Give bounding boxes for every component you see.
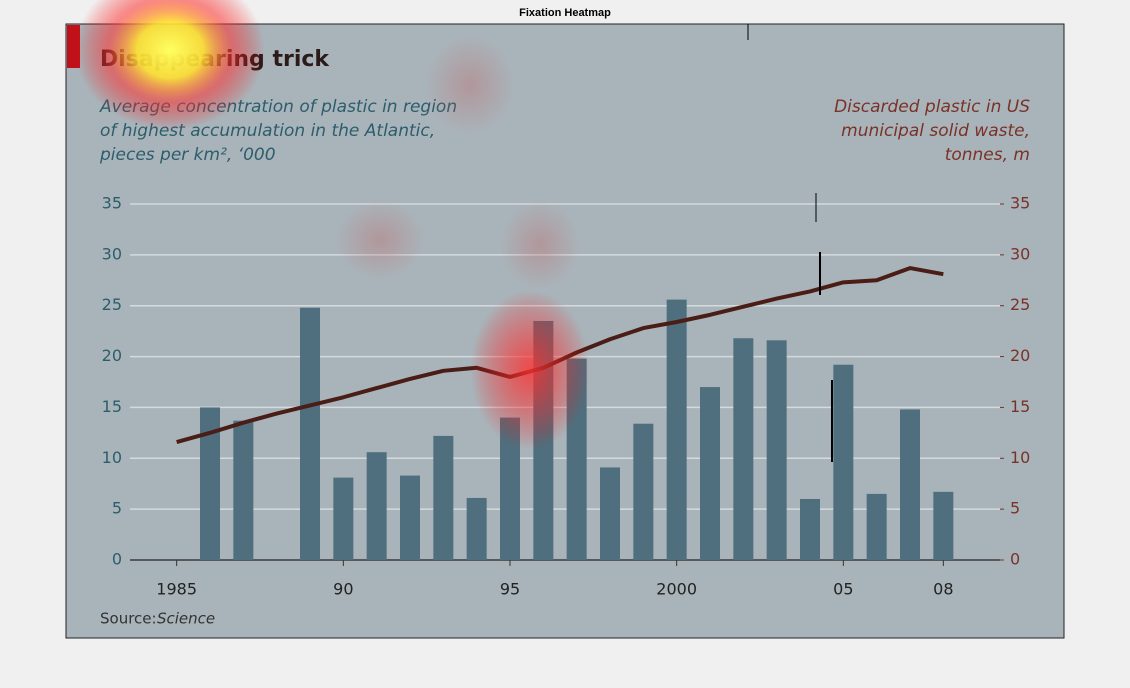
y2-axis-label: tonnes, m: [945, 145, 1030, 165]
fixation-hotspot: [470, 290, 590, 450]
fixation-spot: [500, 200, 580, 290]
y-tick-label: 15: [102, 397, 122, 416]
x-tick-label: 08: [933, 580, 953, 599]
fixation-spot: [425, 35, 515, 135]
bar: [933, 491, 954, 560]
x-tick-label: 95: [500, 580, 520, 599]
bar: [666, 299, 687, 560]
y2-tick-label: 15: [1010, 397, 1030, 416]
bar: [866, 493, 887, 560]
source-label: Source:: [100, 610, 157, 628]
subtitle-line: pieces per km², ‘000: [99, 145, 276, 165]
x-tick-label: 2000: [656, 580, 697, 599]
bar: [633, 423, 654, 560]
bar: [500, 417, 520, 560]
source: Science: [157, 610, 215, 628]
bar: [833, 364, 854, 560]
y-tick-label: 30: [102, 244, 122, 263]
bar: [733, 338, 754, 560]
y-tick-label: 10: [102, 448, 122, 467]
bar: [433, 435, 454, 560]
y2-tick-label: 10: [1010, 448, 1030, 467]
y-tick-label: 5: [112, 499, 122, 518]
y-tick-label: 20: [102, 346, 122, 365]
y2-tick-label: 30: [1010, 244, 1030, 263]
y2-tick-label: 25: [1010, 295, 1030, 314]
y2-axis-label: municipal solid waste,: [841, 121, 1030, 141]
y-tick-label: 35: [102, 194, 122, 213]
bar: [700, 387, 720, 560]
bar: [366, 452, 387, 560]
y-tick-label: 0: [112, 550, 122, 569]
fixation-hotspot: [75, 0, 265, 130]
figure-title: Fixation Heatmap: [519, 7, 611, 19]
y2-tick-label: 20: [1010, 346, 1030, 365]
x-tick-label: 90: [333, 580, 353, 599]
x-tick-label: 1985: [156, 580, 197, 599]
bar: [333, 477, 354, 560]
y2-axis-label: Discarded plastic in US: [834, 97, 1030, 117]
bar: [900, 409, 920, 560]
y-tick-label: 25: [102, 295, 122, 314]
y2-tick-label: 0: [1010, 550, 1020, 569]
bar: [800, 498, 820, 560]
bar: [766, 340, 787, 560]
y2-tick-label: 5: [1010, 499, 1020, 518]
bar: [233, 420, 254, 560]
bar: [466, 497, 487, 560]
bar: [200, 407, 220, 560]
heatmap-overlay: [75, 0, 590, 450]
bar: [400, 475, 420, 560]
bar: [600, 467, 620, 560]
fixation-spot: [335, 200, 425, 280]
bar: [300, 307, 320, 560]
x-tick-label: 05: [833, 580, 853, 599]
y2-tick-label: 35: [1010, 194, 1030, 213]
